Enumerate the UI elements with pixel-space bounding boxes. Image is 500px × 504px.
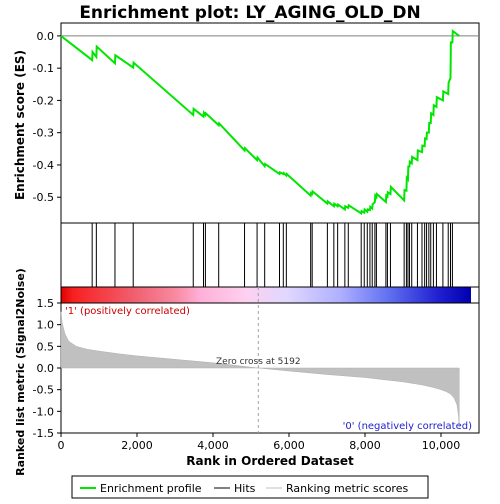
- rank-color-bar-strip: [61, 287, 471, 303]
- ranking-x-tick-label: 2,000: [121, 439, 153, 452]
- legend-label-ranking-metric: Ranking metric scores: [286, 482, 408, 495]
- ranking-x-tick-label: 6,000: [273, 439, 305, 452]
- hits-panel: [60, 222, 480, 288]
- ranking-x-ticks: 0 2,000 4,000 6,000 8,000 10,000: [58, 433, 461, 452]
- chart-title: Enrichment plot: LY_AGING_OLD_DN: [79, 3, 420, 23]
- ranking-x-tick-label: 10,000: [422, 439, 461, 452]
- es-y-tick-label: -0.4: [33, 159, 54, 172]
- hit-marks: [91, 223, 453, 287]
- ranking-panel: Zero cross at 5192 '1' (positively corre…: [14, 268, 480, 476]
- legend-label-enrichment-profile: Enrichment profile: [100, 482, 202, 495]
- zero-cross-label: Zero cross at 5192: [216, 357, 301, 367]
- ranking-y-label: Ranked list metric (Signal2Noise): [14, 268, 27, 476]
- es-y-ticks: 0.0 -0.1 -0.2 -0.3 -0.4 -0.5: [33, 30, 61, 204]
- ranking-y-tick-label: -1.0: [33, 405, 54, 418]
- es-y-tick-label: -0.5: [33, 191, 54, 204]
- es-y-label: Enrichment score (ES): [13, 50, 27, 200]
- es-y-tick-label: -0.1: [33, 62, 54, 75]
- es-y-tick-label: -0.2: [33, 94, 54, 107]
- ranking-y-tick-label: 1.5: [37, 297, 55, 310]
- ranking-y-tick-label: 0.0: [37, 362, 55, 375]
- es-panel: 0.0 -0.1 -0.2 -0.3 -0.4 -0.5 Enrichment score…: [13, 22, 480, 224]
- ranking-metric-area: [60, 311, 460, 429]
- ranking-x-tick-label: 8,000: [349, 439, 381, 452]
- positive-correlation-label: '1' (positively correlated): [65, 306, 190, 317]
- es-y-tick-label: -0.3: [33, 127, 54, 140]
- es-curve: [60, 29, 460, 215]
- rank-color-bar: [60, 286, 480, 304]
- ranking-y-tick-label: 1.0: [37, 319, 55, 332]
- ranking-x-tick-label: 0: [58, 439, 65, 452]
- es-y-tick-label: 0.0: [37, 30, 55, 43]
- legend: Enrichment profile Hits Ranking metric s…: [71, 475, 429, 499]
- legend-frame: [71, 475, 429, 499]
- ranking-x-tick-label: 4,000: [197, 439, 229, 452]
- ranking-y-tick-label: 0.5: [37, 340, 55, 353]
- ranking-y-tick-label: -1.5: [33, 427, 54, 440]
- negative-correlation-label: '0' (negatively correlated): [343, 421, 472, 432]
- ranking-x-label: Rank in Ordered Dataset: [186, 454, 354, 468]
- legend-label-hits: Hits: [234, 482, 256, 495]
- ranking-y-tick-label: -0.5: [33, 384, 54, 397]
- ranking-y-ticks: 1.5 1.0 0.5 0.0 -0.5 -1.0 -1.5: [33, 297, 61, 440]
